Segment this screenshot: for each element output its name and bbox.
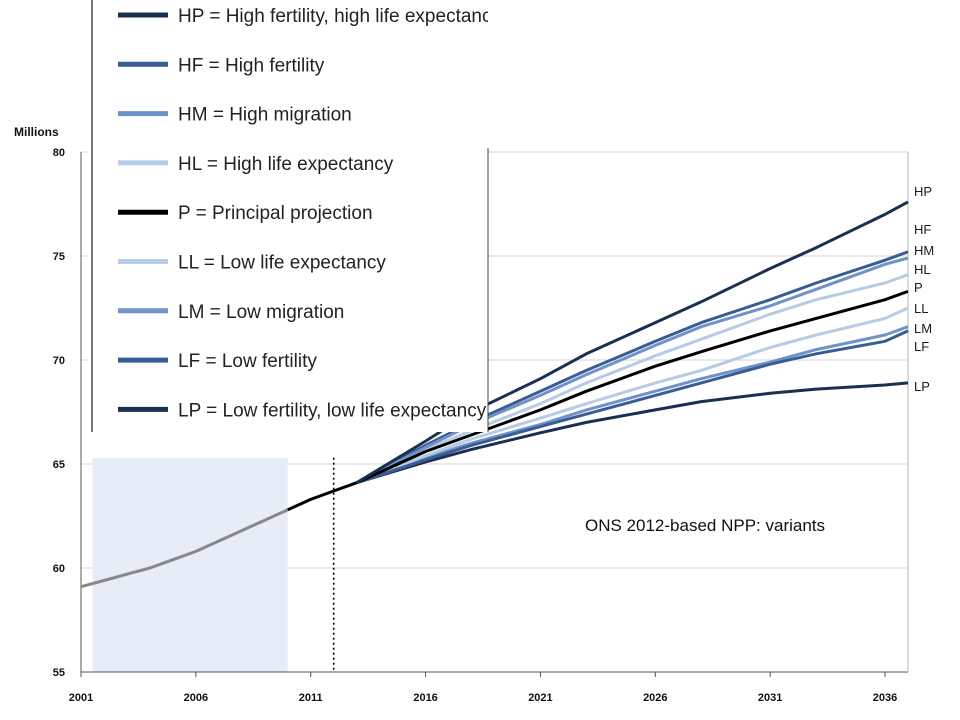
y-tick-label-70: 70	[53, 355, 65, 367]
end-label-lp: LP	[914, 379, 930, 394]
legend-label-hl: HL = High life expectancy	[178, 154, 394, 175]
legend: HP = High fertility, high life expectanc…	[88, 0, 501, 432]
legend-item-lp: LP = Low fertility, low life expectancy	[118, 400, 487, 421]
end-label-hp: HP	[914, 184, 932, 199]
y-axis-units-label: Millions	[14, 125, 59, 139]
legend-item-hf: HF = High fertility	[118, 55, 325, 76]
x-tick-label-2031: 2031	[758, 692, 782, 704]
legend-label-lp: LP = Low fertility, low life expectancy	[178, 400, 487, 421]
end-label-hf: HF	[914, 222, 931, 237]
legend-label-p: P = Principal projection	[178, 203, 373, 224]
end-label-lm: LM	[914, 321, 932, 336]
end-label-p: P	[914, 280, 923, 295]
end-label-hl: HL	[914, 262, 931, 277]
series-line-p	[356, 289, 909, 485]
legend-item-hm: HM = High migration	[118, 105, 352, 126]
x-tick-label-2036: 2036	[873, 692, 897, 704]
series-line-hl	[356, 273, 909, 485]
y-tick-label-65: 65	[53, 459, 65, 471]
x-tick-label-2006: 2006	[184, 692, 208, 704]
series-end-labels: HP HF HM HL P LL LM LF LP	[914, 184, 934, 394]
legend-label-hp: HP = High fertility, high life expectanc…	[178, 6, 501, 27]
series-line-lf	[356, 329, 909, 485]
x-tick-label-2026: 2026	[643, 692, 667, 704]
historical-line-shaded	[80, 508, 289, 589]
legend-item-hl: HL = High life expectancy	[118, 154, 394, 175]
x-tick-label-2016: 2016	[413, 692, 437, 704]
x-tick-label-2001: 2001	[69, 692, 93, 704]
end-label-hm: HM	[914, 243, 934, 258]
historical-shaded-region	[92, 457, 288, 672]
x-tick-label-2011: 2011	[299, 692, 323, 704]
x-tick-label-2021: 2021	[528, 692, 552, 704]
end-label-lf: LF	[914, 339, 929, 354]
series-line-ll	[356, 306, 909, 485]
legend-item-lm: LM = Low migration	[118, 302, 344, 323]
legend-item-lf: LF = Low fertility	[118, 351, 317, 372]
legend-item-ll: LL = Low life expectancy	[118, 253, 386, 274]
y-tick-label-60: 60	[53, 563, 65, 575]
y-tick-label-55: 55	[53, 667, 65, 679]
series-line-hm	[356, 256, 909, 485]
chart-subtitle: ONS 2012-based NPP: variants	[585, 516, 825, 535]
series-line-lp	[356, 381, 909, 485]
legend-label-hm: HM = High migration	[178, 105, 352, 126]
legend-label-lf: LF = Low fertility	[178, 351, 317, 372]
legend-label-lm: LM = Low migration	[178, 302, 344, 323]
series-line-lm	[356, 325, 909, 485]
legend-item-p: P = Principal projection	[118, 203, 373, 224]
legend-label-ll: LL = Low life expectancy	[178, 253, 386, 274]
end-label-ll: LL	[914, 301, 928, 316]
historical-line	[287, 481, 358, 512]
tick-labels: 55 60 65 70 75 80 2001 2006 2011 2016 2021 2026 2031…	[53, 147, 898, 704]
legend-item-hp: HP = High fertility, high life expectanc…	[118, 6, 501, 27]
y-tick-label-80: 80	[53, 147, 65, 159]
y-tick-label-75: 75	[53, 251, 65, 263]
legend-label-hf: HF = High fertility	[178, 55, 325, 76]
